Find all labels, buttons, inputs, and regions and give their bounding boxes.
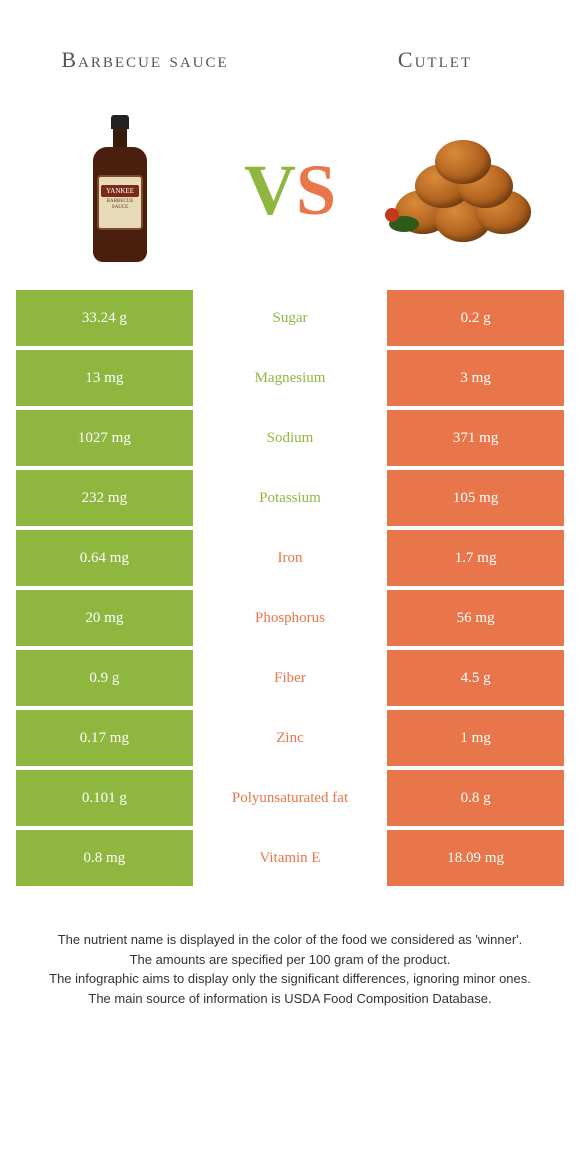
nutrient-label: Vitamin E bbox=[193, 830, 387, 886]
footer-line: The main source of information is USDA F… bbox=[30, 989, 550, 1009]
left-value: 0.17 mg bbox=[16, 710, 193, 766]
comparison-table: 33.24 gSugar0.2 g13 mgMagnesium3 mg1027 … bbox=[0, 280, 580, 886]
right-value: 0.8 g bbox=[387, 770, 564, 826]
right-value: 1 mg bbox=[387, 710, 564, 766]
nutrient-label: Zinc bbox=[193, 710, 387, 766]
footer-line: The amounts are specified per 100 gram o… bbox=[30, 950, 550, 970]
table-row: 0.17 mgZinc1 mg bbox=[16, 710, 564, 766]
right-value: 0.2 g bbox=[387, 290, 564, 346]
vs-label: VS bbox=[220, 149, 360, 232]
table-row: 13 mgMagnesium3 mg bbox=[16, 350, 564, 406]
right-value: 3 mg bbox=[387, 350, 564, 406]
table-row: 33.24 gSugar0.2 g bbox=[16, 290, 564, 346]
footer-line: The nutrient name is displayed in the co… bbox=[30, 930, 550, 950]
right-food-image bbox=[360, 110, 560, 270]
right-value: 56 mg bbox=[387, 590, 564, 646]
table-row: 0.64 mgIron1.7 mg bbox=[16, 530, 564, 586]
vs-v: V bbox=[244, 150, 296, 230]
left-value: 1027 mg bbox=[16, 410, 193, 466]
cutlets-icon bbox=[385, 130, 535, 250]
footer-notes: The nutrient name is displayed in the co… bbox=[0, 890, 580, 1008]
left-value: 0.8 mg bbox=[16, 830, 193, 886]
nutrient-label: Polyunsaturated fat bbox=[193, 770, 387, 826]
right-food-title: Cutlet bbox=[290, 27, 580, 73]
left-food-title: Barbecue sauce bbox=[0, 27, 290, 73]
left-value: 13 mg bbox=[16, 350, 193, 406]
images-row: YANKEE BARBECUESAUCE VS bbox=[0, 100, 580, 280]
table-row: 20 mgPhosphorus56 mg bbox=[16, 590, 564, 646]
nutrient-label: Fiber bbox=[193, 650, 387, 706]
vs-s: S bbox=[296, 150, 336, 230]
table-row: 0.8 mgVitamin E18.09 mg bbox=[16, 830, 564, 886]
header: Barbecue sauce Cutlet bbox=[0, 0, 580, 100]
nutrient-label: Sugar bbox=[193, 290, 387, 346]
right-value: 1.7 mg bbox=[387, 530, 564, 586]
table-row: 0.9 gFiber4.5 g bbox=[16, 650, 564, 706]
left-value: 232 mg bbox=[16, 470, 193, 526]
left-value: 0.64 mg bbox=[16, 530, 193, 586]
left-value: 0.9 g bbox=[16, 650, 193, 706]
left-value: 20 mg bbox=[16, 590, 193, 646]
left-food-image: YANKEE BARBECUESAUCE bbox=[20, 110, 220, 270]
table-row: 0.101 gPolyunsaturated fat0.8 g bbox=[16, 770, 564, 826]
right-value: 105 mg bbox=[387, 470, 564, 526]
bbq-bottle-icon: YANKEE BARBECUESAUCE bbox=[90, 115, 150, 265]
table-row: 232 mgPotassium105 mg bbox=[16, 470, 564, 526]
right-value: 18.09 mg bbox=[387, 830, 564, 886]
right-value: 4.5 g bbox=[387, 650, 564, 706]
nutrient-label: Sodium bbox=[193, 410, 387, 466]
left-value: 33.24 g bbox=[16, 290, 193, 346]
nutrient-label: Magnesium bbox=[193, 350, 387, 406]
nutrient-label: Phosphorus bbox=[193, 590, 387, 646]
footer-line: The infographic aims to display only the… bbox=[30, 969, 550, 989]
right-value: 371 mg bbox=[387, 410, 564, 466]
left-value: 0.101 g bbox=[16, 770, 193, 826]
nutrient-label: Potassium bbox=[193, 470, 387, 526]
table-row: 1027 mgSodium371 mg bbox=[16, 410, 564, 466]
nutrient-label: Iron bbox=[193, 530, 387, 586]
